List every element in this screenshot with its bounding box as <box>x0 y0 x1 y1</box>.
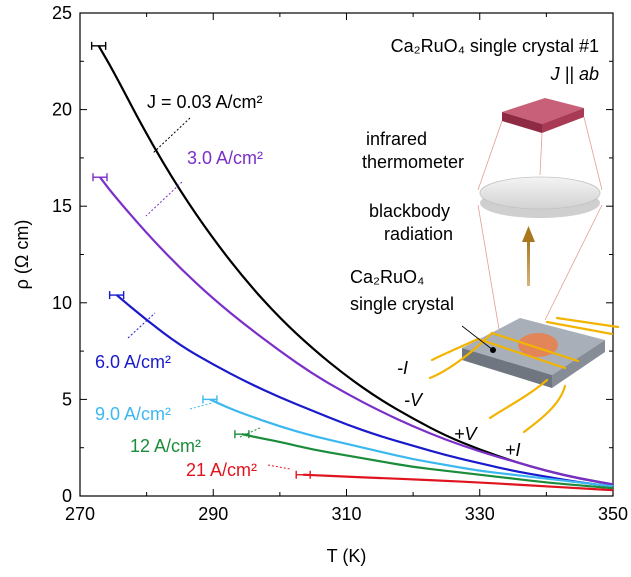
leader-line-4 <box>239 426 263 438</box>
thermometer-label-line1: infrared <box>366 129 427 149</box>
radiation-arrow-icon <box>522 226 535 286</box>
series-line-1 <box>99 176 614 486</box>
series-layer <box>90 41 614 492</box>
x-tick-label: 290 <box>198 504 228 524</box>
y-tick-label: 5 <box>62 389 72 409</box>
thermometer-icon <box>502 98 584 133</box>
inset-current-direction: J || ab <box>550 64 599 84</box>
series-line-2 <box>115 294 614 488</box>
series-line-3 <box>209 398 614 488</box>
crystal-icon <box>428 316 620 434</box>
x-axis-label: T (K) <box>327 546 367 566</box>
x-tick-label: 330 <box>465 504 495 524</box>
inset-title: Ca₂RuO₄ single crystal #1 <box>391 36 599 56</box>
series-line-4 <box>241 433 614 490</box>
terminal-plus-v: +V <box>454 424 479 444</box>
leader-line-1 <box>145 181 183 217</box>
leader-line-3 <box>189 402 213 410</box>
x-tick-label: 310 <box>331 504 361 524</box>
crystal-label-line1: Ca₂RuO₄ <box>350 267 424 287</box>
y-tick-label: 0 <box>62 486 72 506</box>
curve-label-3: 9.0 A/cm² <box>95 404 171 424</box>
crystal-label-line2: single crystal <box>350 294 454 314</box>
curve-label-4: 12 A/cm² <box>130 436 201 456</box>
curve-label-0: J = 0.03 A/cm² <box>147 92 263 112</box>
curve-label-5: 21 A/cm² <box>186 460 257 480</box>
radiation-label-line1: blackbody <box>369 201 450 221</box>
leader-line-5 <box>267 464 291 470</box>
curve-labels: J = 0.03 A/cm² 3.0 A/cm² 6.0 A/cm² 9.0 A/cm… <box>95 92 291 480</box>
series-line-5 <box>303 473 614 492</box>
x-tick-label: 270 <box>65 504 95 524</box>
y-tick-label: 10 <box>52 293 72 313</box>
radiation-label-line2: radiation <box>384 224 453 244</box>
lens-icon <box>479 176 601 218</box>
y-tick-label: 20 <box>52 100 72 120</box>
terminal-minus-v: -V <box>404 390 424 410</box>
curve-label-1: 3.0 A/cm² <box>187 148 263 168</box>
y-axis-label: ρ (Ω cm) <box>12 220 32 290</box>
terminal-minus-i: -I <box>397 358 408 378</box>
curve-label-2: 6.0 A/cm² <box>95 352 171 372</box>
radiation-cone <box>477 116 603 336</box>
y-tick-label: 25 <box>52 3 72 23</box>
thermometer-label-line2: thermometer <box>362 152 464 172</box>
terminal-plus-i: +I <box>505 440 521 460</box>
y-tick-label: 15 <box>52 196 72 216</box>
inset-schematic: Ca₂RuO₄ single crystal #1 J || ab <box>350 36 620 460</box>
axes: 270 290 310 330 350 0 5 10 15 20 25 T (K) ρ (Ω cm) <box>12 3 628 566</box>
x-tick-label: 350 <box>598 504 628 524</box>
leader-line-0 <box>152 117 191 154</box>
